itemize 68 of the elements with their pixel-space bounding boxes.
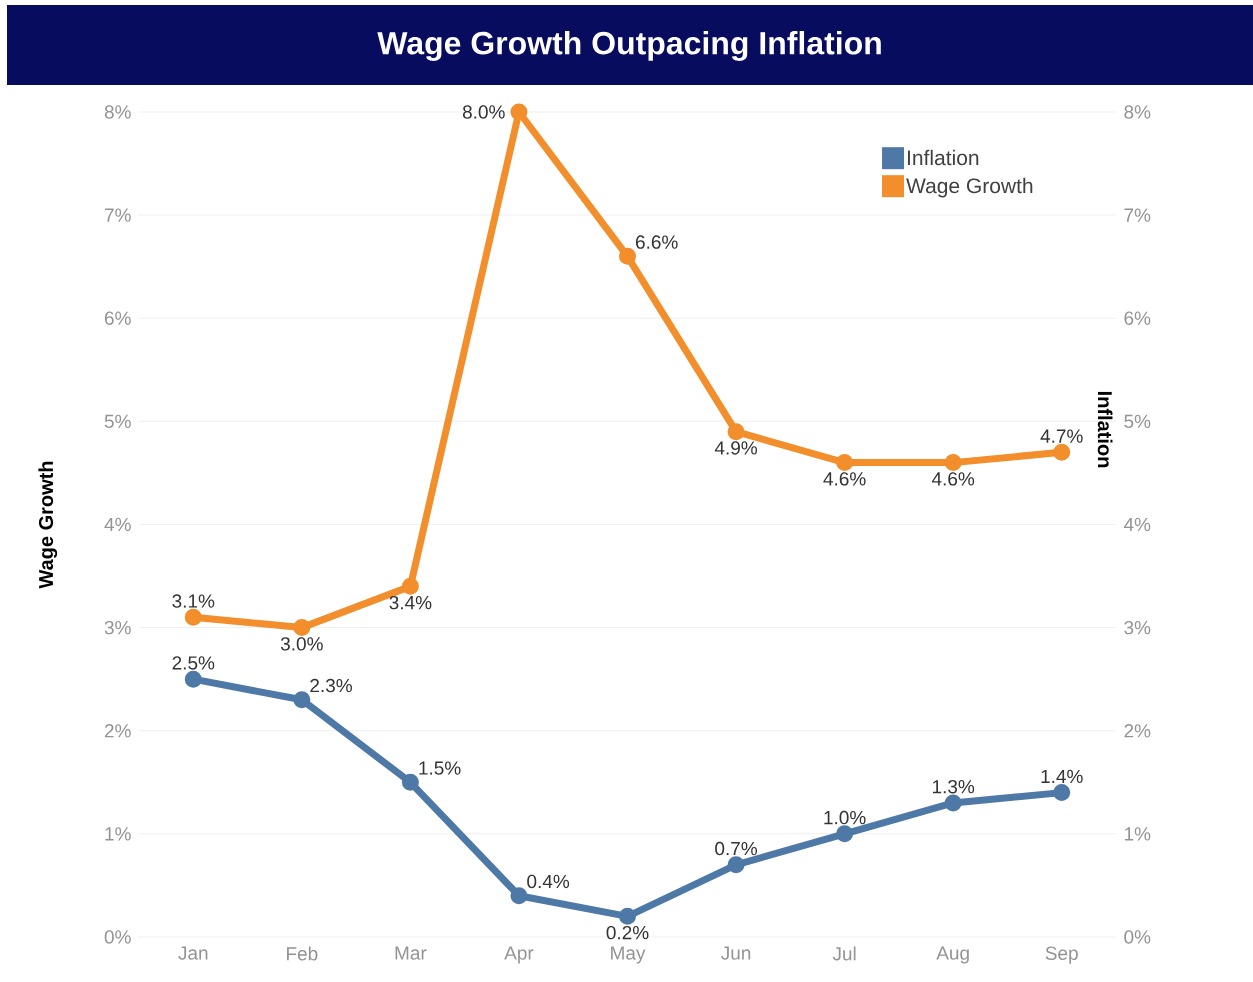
data-label: 2.3%: [310, 678, 352, 693]
y-tick-label: 3%: [104, 620, 131, 635]
data-label: 4.9%: [714, 441, 758, 455]
point: [184, 670, 202, 688]
data-label: 4.6%: [823, 472, 866, 486]
point: [727, 423, 745, 441]
y2-axis-title: Inflation: [1097, 391, 1113, 468]
legend-label: Wage Growth: [906, 177, 1033, 198]
point: [293, 619, 311, 637]
x-tick-label: Jan: [178, 946, 208, 960]
point: [944, 454, 962, 472]
y-tick-label: 0%: [104, 930, 131, 944]
y2-tick-label: 0%: [1124, 930, 1151, 944]
x-tick-label: May: [611, 946, 646, 964]
y-axis-title: Wage Growth: [38, 461, 58, 589]
data-label: 1.5%: [419, 761, 461, 775]
point: [293, 691, 311, 709]
x-tick-label: Apr: [504, 946, 534, 964]
x-tick-label: Sep: [1045, 946, 1078, 964]
x-tick-label: Aug: [936, 946, 969, 964]
data-label: 4.6%: [931, 472, 975, 486]
y2-tick-label: 5%: [1124, 414, 1151, 429]
data-label: 1.4%: [1041, 769, 1083, 784]
legend-label: Inflation: [907, 149, 979, 166]
y2-tick-label: 7%: [1124, 208, 1151, 222]
y2-tick-label: 2%: [1124, 724, 1151, 738]
point: [619, 907, 636, 925]
y2-tick-label: 1%: [1124, 827, 1151, 841]
x-tick-label: Jun: [721, 946, 751, 960]
x-tick-label: Mar: [395, 946, 427, 960]
point: [1053, 784, 1071, 802]
data-label: 0.2%: [606, 925, 649, 940]
point: [727, 856, 745, 874]
y2-tick-label: 8%: [1124, 105, 1151, 119]
point: [836, 825, 854, 843]
point: [401, 773, 419, 791]
y-tick-label: 7%: [104, 208, 131, 222]
data-label: 6.6%: [635, 235, 678, 249]
chart-title: Wage Growth Outpacing Inflation: [377, 31, 881, 61]
point: [619, 247, 636, 265]
y-tick-label: 5%: [104, 414, 131, 429]
x-tick-label: Jul: [832, 946, 856, 961]
x-tick-label: Feb: [287, 946, 318, 961]
y-tick-label: 8%: [104, 105, 131, 119]
point: [184, 608, 202, 626]
data-label: 1.3%: [932, 779, 975, 794]
data-label: 3.4%: [389, 595, 432, 610]
y2-tick-label: 3%: [1124, 620, 1151, 635]
data-label: 8.0%: [462, 105, 505, 119]
point: [836, 454, 854, 472]
y2-tick-label: 4%: [1123, 517, 1151, 532]
data-label: 0.7%: [715, 841, 758, 856]
data-label: 3.0%: [280, 637, 323, 651]
y-tick-label: 2%: [104, 724, 131, 738]
data-label: 4.7%: [1040, 429, 1083, 443]
data-label: 0.4%: [527, 874, 570, 889]
point: [510, 103, 528, 121]
y2-tick-label: 6%: [1124, 311, 1151, 325]
point: [1053, 443, 1071, 461]
y-tick-label: 4%: [104, 517, 131, 532]
point: [510, 887, 528, 905]
y-tick-label: 6%: [104, 311, 131, 325]
point: [944, 794, 962, 812]
data-label: 1.0%: [824, 810, 866, 825]
data-label: 2.5%: [172, 656, 215, 670]
y-tick-label: 1%: [105, 827, 131, 841]
data-label: 3.1%: [172, 594, 215, 608]
point: [401, 577, 419, 595]
